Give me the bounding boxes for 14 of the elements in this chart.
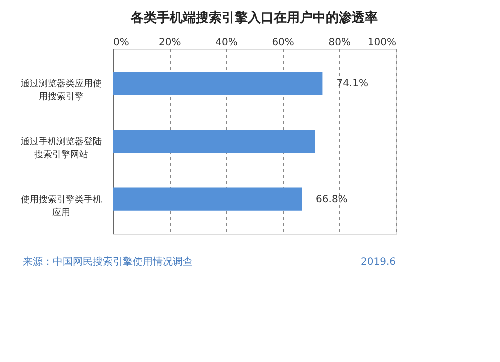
y-tick-label: 通过浏览器类应用使用搜索引擎 bbox=[21, 78, 102, 103]
x-tick-label: 20% bbox=[158, 38, 182, 48]
x-tick-label: 0% bbox=[114, 38, 130, 48]
x-tick-label: 100% bbox=[368, 38, 396, 48]
y-tick-label: 通过手机浏览器登陆搜索引擎网站 bbox=[21, 136, 102, 160]
chart-title: 各类手机端搜索引擎入口在用户中的渗透率 bbox=[130, 10, 378, 26]
x-tick-label: 80% bbox=[328, 38, 352, 48]
text: 2019.6 bbox=[361, 257, 396, 268]
source-note: 来源：中国网民搜索引擎使用情况调查 bbox=[23, 256, 193, 268]
y-tick-label: 使用搜索引擎类手机应用 bbox=[21, 194, 102, 218]
data-label: 74.1% bbox=[336, 78, 368, 90]
x-tick-label: 60% bbox=[272, 38, 294, 48]
data-label: 66.8% bbox=[316, 194, 348, 206]
x-tick-label: 40% bbox=[216, 38, 238, 48]
